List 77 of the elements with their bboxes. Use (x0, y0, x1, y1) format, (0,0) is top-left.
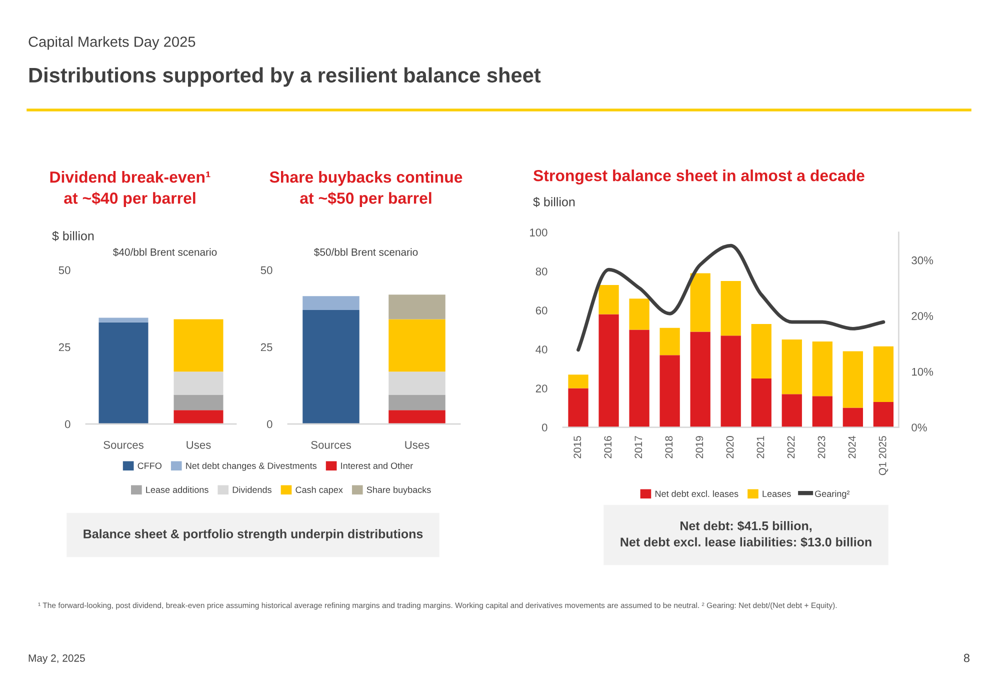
y-tick-label: 100 (530, 228, 548, 236)
chart-title: Dividend break-even¹ at ~$40 per barrel (50, 171, 210, 207)
legend-label: Net debt excl. leases (655, 490, 738, 497)
legend-label: Lease additions (146, 486, 208, 493)
x-tick-label: Sources (311, 440, 351, 449)
legend-label: Interest and Other (341, 462, 413, 469)
bar (782, 340, 802, 394)
legend-label: CFFO (138, 462, 162, 469)
text: May 2, 2025 (28, 654, 85, 664)
bar (660, 328, 680, 356)
bar (842, 408, 863, 428)
bar (568, 388, 588, 428)
line-series (576, 244, 886, 352)
y2-tick-label: 10% (912, 368, 934, 376)
y-tick-label: 25 (58, 343, 70, 352)
bar (873, 402, 894, 428)
x-tick-label: 2019 (696, 436, 704, 458)
bar (842, 351, 863, 408)
y-tick-label: 40 (536, 346, 548, 354)
bar (812, 342, 832, 396)
x-tick-label: 2024 (848, 436, 856, 458)
chart-title: Strongest balance sheet in almost a decade (533, 170, 864, 184)
text: Net debt: $41.5 billion, Net debt excl. lease liabilities: $13.0 billion (620, 520, 872, 548)
bar (720, 336, 741, 428)
x-tick-label: 2016 (604, 436, 612, 458)
text: Capital Markets Day 2025 (28, 36, 196, 50)
y-tick-label: 50 (58, 266, 70, 274)
x-tick-label: Sources (104, 440, 144, 449)
legend-label: Net debt changes & Divestments (186, 462, 317, 471)
text: Share buybacks (366, 486, 431, 495)
y-tick-label: 20 (536, 384, 548, 392)
y-tick-label: 80 (536, 268, 548, 276)
x-tick-label: 2017 (634, 436, 642, 458)
y-tick-label: 50 (260, 266, 272, 274)
text: Distributions supported by a resilient balance sheet (29, 67, 541, 87)
x-tick-label: Uses (186, 441, 211, 449)
x-tick-label: 2023 (818, 436, 826, 458)
x-tick-label: Uses (405, 441, 430, 449)
legend-label: Gearing² (815, 490, 850, 499)
x-tick-label: 2020 (726, 436, 734, 458)
bar (690, 273, 710, 332)
x-tick-label: 2018 (665, 436, 673, 458)
bar (782, 394, 802, 428)
bar (690, 332, 710, 428)
bar (568, 374, 588, 388)
y-axis-title: $ billion (533, 196, 575, 208)
y2-tick-label: 30% (912, 256, 934, 264)
y-axis-title: $ billion (52, 230, 94, 242)
x-tick-label: 2015 (574, 436, 582, 458)
y-tick-label: 25 (260, 343, 272, 352)
bar (751, 378, 772, 428)
legend-label: Cash capex (296, 486, 343, 495)
y-tick-label: 0 (64, 420, 70, 428)
y-tick-label: 0 (542, 424, 548, 432)
x-tick-label: 2021 (756, 436, 764, 458)
x-tick-label: Q1 2025 (878, 436, 888, 476)
chart-title: Share buybacks continue at ~$50 per barrel (270, 171, 462, 207)
bar (598, 314, 619, 428)
bar (873, 346, 894, 402)
y-tick-label: 60 (536, 306, 548, 314)
bar (660, 355, 680, 428)
bar (751, 324, 772, 379)
legend-label: Leases (762, 490, 791, 497)
x-tick-label: 2022 (787, 436, 795, 458)
bar (720, 281, 741, 336)
y-tick-label: 0 (266, 420, 272, 428)
text: 8 (964, 654, 970, 662)
bar (629, 298, 650, 330)
bar (629, 330, 650, 428)
text: Balance sheet & portfolio strength underpin distributions (84, 529, 423, 541)
legend-label: Dividends (232, 486, 272, 493)
bar (812, 396, 832, 428)
y2-tick-label: 0% (912, 424, 927, 432)
chart-subtitle: $50/bbl Brent scenario (314, 248, 418, 256)
chart-subtitle: $40/bbl Brent scenario (113, 248, 217, 256)
y2-tick-label: 20% (912, 312, 934, 320)
bar (598, 284, 619, 314)
